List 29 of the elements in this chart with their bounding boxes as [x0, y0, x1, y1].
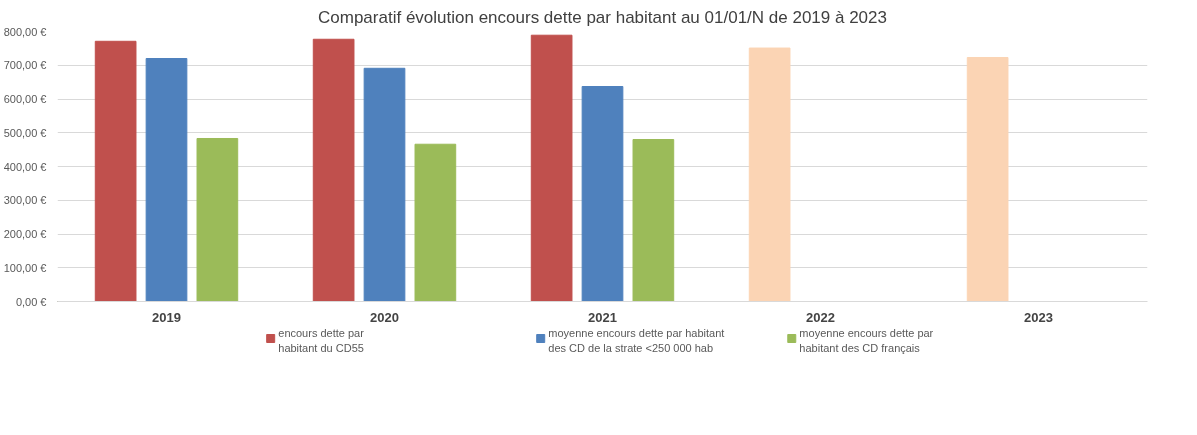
bar [530, 34, 573, 302]
legend-label: moyenne encours dette par habitant des CD de la strate <250 000 hab [548, 326, 725, 355]
y-tick-label: 500,00 € [3, 126, 47, 139]
x-tick-label: 2019 [152, 309, 181, 325]
y-tick-label: 700,00 € [3, 59, 47, 72]
y-tick-label: 200,00 € [3, 228, 47, 240]
bar [414, 143, 457, 302]
y-tick-label: 600,00 € [3, 93, 47, 105]
x-tick-label: 2023 [1024, 309, 1053, 325]
bar [196, 137, 239, 302]
bar [632, 139, 675, 302]
chart-title: Comparatif évolution encours dette par habitant au 01/01/N de 2019 à 2023 [318, 7, 887, 27]
legend-label: encours dette par habitant du CD55 [278, 326, 365, 355]
bar [581, 86, 624, 302]
y-tick-label: 400,00 € [3, 160, 47, 173]
bar [363, 67, 406, 302]
x-tick-label: 2021 [588, 309, 617, 325]
bar [312, 38, 355, 302]
bar [748, 47, 791, 302]
x-tick-label: 2022 [806, 309, 835, 325]
y-tick-label: 800,00 € [3, 25, 47, 38]
bar [966, 56, 1009, 302]
bar [94, 40, 137, 302]
y-tick-label: 300,00 € [3, 194, 47, 207]
y-tick-label: 100,00 € [3, 261, 47, 274]
bar [145, 58, 188, 302]
legend-label: moyenne encours dette par habitant des CD français [799, 326, 934, 355]
y-tick-label: 0,00 € [15, 295, 47, 308]
x-tick-label: 2020 [370, 309, 399, 325]
